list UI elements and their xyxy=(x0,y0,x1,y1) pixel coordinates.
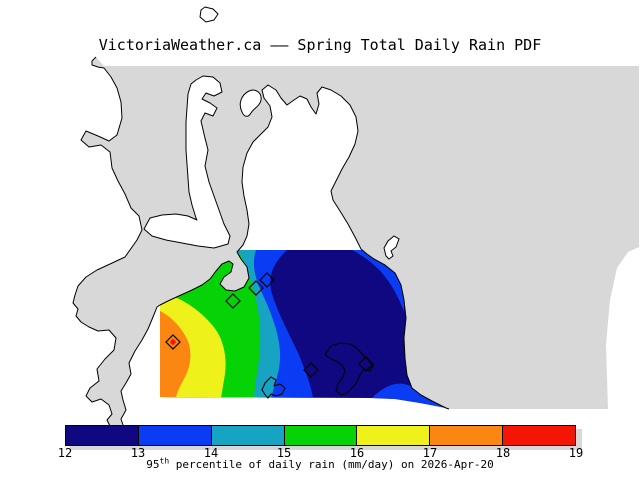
colorbar-tick-19: 19 xyxy=(568,446,584,460)
small-island-outline xyxy=(261,376,286,399)
station-marker-5 xyxy=(303,362,319,378)
station-high-value-dot xyxy=(169,338,177,346)
colorbar-segment-15-16 xyxy=(284,426,358,445)
station-diamond-icon xyxy=(165,334,181,350)
colorbar-segment-16-17 xyxy=(357,426,431,445)
station-marker-2 xyxy=(225,293,241,309)
colorbar-segment-14-15 xyxy=(211,426,285,445)
coastline xyxy=(72,56,450,438)
colorbar-tick-13: 13 xyxy=(130,446,146,460)
colorbar xyxy=(65,425,576,446)
station-diamond-icon xyxy=(259,272,275,288)
colorbar-segment-13-14 xyxy=(138,426,212,445)
colorbar-tick-18: 18 xyxy=(495,446,511,460)
land-mass xyxy=(73,57,639,437)
station-markers xyxy=(165,272,374,378)
station-marker-4 xyxy=(259,272,275,288)
colorbar-tick-12: 12 xyxy=(57,446,73,460)
caption-text: percentile of daily rain (mm/day) on 202… xyxy=(169,458,494,471)
colorbar-segment-17-18 xyxy=(430,426,504,445)
station-diamond-icon xyxy=(248,280,264,296)
station-marker-1 xyxy=(165,334,181,350)
page-title: VictoriaWeather.ca —— Spring Total Daily… xyxy=(98,36,542,54)
contour-band-17-18 xyxy=(160,311,191,398)
station-marker-3 xyxy=(248,280,264,296)
caption-superscript: th xyxy=(159,456,170,466)
colorbar-tick-14: 14 xyxy=(203,446,219,460)
colorbar-tick-17: 17 xyxy=(422,446,438,460)
colorbar-tick-16: 16 xyxy=(349,446,365,460)
top-islet xyxy=(199,6,219,23)
colorbar-segment-18-19 xyxy=(503,426,576,445)
station-diamond-icon xyxy=(303,362,319,378)
colorbar-segment-12-13 xyxy=(66,426,139,445)
station-diamond-icon xyxy=(358,356,374,372)
caption-prefix: 95 xyxy=(146,458,160,471)
colorbar-caption: 95th percentile of daily rain (mm/day) o… xyxy=(0,456,640,471)
james-islet xyxy=(383,235,400,260)
san-juan-island-outline xyxy=(324,342,374,396)
contour-band-13-14-coastal-strip xyxy=(352,250,404,312)
colorbar-ticks: 12 13 14 15 16 17 18 19 xyxy=(0,447,640,460)
channel-squiggle xyxy=(239,89,262,117)
station-diamond-icon xyxy=(225,293,241,309)
station-marker-6 xyxy=(358,356,374,372)
colorbar-tick-15: 15 xyxy=(276,446,292,460)
contour-band-13-14-south-wedge xyxy=(372,383,446,408)
saanich-inlet xyxy=(143,75,231,249)
